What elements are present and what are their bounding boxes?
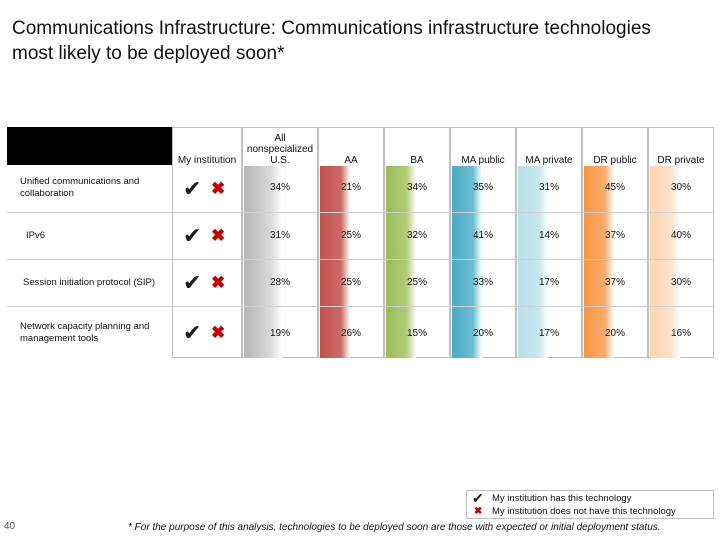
row-label-sip: Session initiation protocol (SIP) — [23, 277, 156, 288]
check-icon[interactable]: ✔ — [183, 176, 202, 201]
column-box-my-institution — [172, 127, 242, 358]
cross-icon[interactable]: ✖ — [211, 273, 226, 292]
column-header-dr-public: DR public — [593, 155, 637, 166]
bar-ma-private — [518, 166, 548, 358]
check-icon[interactable]: ✔ — [183, 223, 202, 248]
legend-item-has: My institution has this technology — [492, 493, 632, 504]
row-label-unified-communications: Unified communications and collaboration — [20, 176, 140, 199]
data-label: 32% — [406, 230, 427, 241]
row-label-ipv6: IPv6 — [26, 230, 46, 241]
column-header-aa: AA — [344, 155, 358, 166]
check-icon[interactable]: ✔ — [183, 270, 202, 295]
data-label: 26% — [340, 328, 361, 339]
row-divider — [7, 212, 714, 213]
data-label: 40% — [670, 230, 691, 241]
bar-dr-public — [584, 166, 614, 358]
data-label: 17% — [538, 328, 559, 339]
column-box-ma-private — [516, 127, 582, 358]
data-label: 33% — [472, 277, 493, 288]
data-label: 41% — [472, 230, 493, 241]
bar-aa — [320, 166, 350, 358]
data-label: 20% — [472, 328, 493, 339]
cross-icon[interactable]: ✖ — [211, 226, 226, 245]
legend-check-icon: ✔ — [472, 490, 484, 506]
data-label: 17% — [538, 277, 559, 288]
bar-dr-private — [650, 166, 680, 358]
column-header-dr-private: DR private — [657, 155, 705, 166]
row-label-network-capacity: Network capacity planning and management… — [20, 321, 150, 344]
column-box-ba — [384, 127, 450, 358]
chart-title: Communications Infrastructure: Communica… — [12, 18, 651, 64]
data-label: 35% — [472, 182, 493, 193]
bar-ba — [386, 166, 416, 358]
data-label: 34% — [406, 182, 427, 193]
data-label: 20% — [604, 328, 625, 339]
column-box-dr-public — [582, 127, 648, 358]
column-header-ba: BA — [410, 155, 424, 166]
check-icon[interactable]: ✔ — [183, 320, 202, 345]
data-label: 19% — [269, 328, 290, 339]
column-header-my-institution: My institution — [177, 155, 237, 166]
data-label: 15% — [406, 328, 427, 339]
page-number: 40 — [4, 521, 16, 532]
bar-all — [244, 166, 282, 358]
data-label: 25% — [340, 230, 361, 241]
data-label: 14% — [538, 230, 559, 241]
data-label: 31% — [538, 182, 559, 193]
column-header-ma-private: MA private — [525, 155, 573, 166]
footnote: * For the purpose of this analysis, tech… — [128, 522, 661, 533]
cross-icon[interactable]: ✖ — [211, 179, 226, 198]
data-label: 30% — [670, 182, 691, 193]
data-label: 25% — [340, 277, 361, 288]
data-label: 45% — [604, 182, 625, 193]
legend — [466, 490, 714, 519]
data-label: 37% — [604, 230, 625, 241]
data-label: 37% — [604, 277, 625, 288]
cross-icon[interactable]: ✖ — [211, 323, 226, 342]
row-divider — [7, 259, 714, 260]
legend-cross-icon: ✖ — [474, 506, 483, 517]
data-label: 28% — [269, 277, 290, 288]
data-label: 21% — [340, 182, 361, 193]
header-block — [7, 127, 172, 165]
data-label: 34% — [269, 182, 290, 193]
legend-item-has-not: My institution does not have this techno… — [492, 506, 676, 517]
bar-ma-public — [452, 166, 482, 358]
column-header-all: All nonspecialized U.S. — [246, 133, 314, 166]
data-label: 16% — [670, 328, 691, 339]
column-box-dr-private — [648, 127, 714, 358]
column-box-aa — [318, 127, 384, 358]
data-label: 25% — [406, 277, 427, 288]
data-label: 30% — [670, 277, 691, 288]
column-header-ma-public: MA public — [461, 155, 505, 166]
data-label: 31% — [269, 230, 290, 241]
column-box-ma-public — [450, 127, 516, 358]
row-divider — [7, 306, 714, 307]
